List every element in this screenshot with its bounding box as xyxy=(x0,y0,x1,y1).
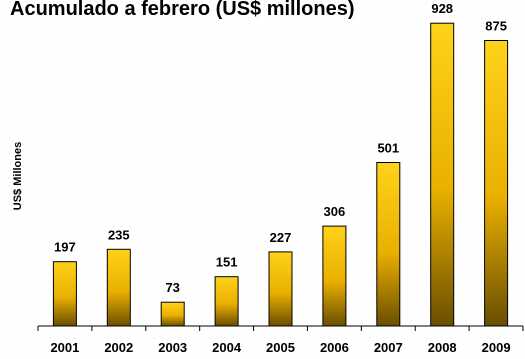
x-tick-label-2007: 2007 xyxy=(374,340,403,355)
bar-2001 xyxy=(52,261,77,327)
bar-2008 xyxy=(430,22,455,327)
x-tick-label-2001: 2001 xyxy=(50,340,79,355)
bar-2004 xyxy=(214,276,239,327)
value-label-2006: 306 xyxy=(324,204,346,219)
x-tick-label-2008: 2008 xyxy=(428,340,457,355)
value-labels-group: 197 235 73 151 227 306 501 928 875 xyxy=(54,1,507,295)
bar-2005 xyxy=(268,251,293,327)
bar-2009 xyxy=(484,40,509,327)
x-tick-label-2003: 2003 xyxy=(158,340,187,355)
x-tick-label-2005: 2005 xyxy=(266,340,295,355)
value-label-2003: 73 xyxy=(165,280,179,295)
x-tick-label-2006: 2006 xyxy=(320,340,349,355)
bar-2006 xyxy=(322,225,347,327)
value-label-2008: 928 xyxy=(431,1,453,16)
chart-title: Acumulado a febrero (US$ millones) xyxy=(10,0,355,20)
bar-2007 xyxy=(376,162,401,327)
y-axis-label: US$ Millones xyxy=(12,142,24,210)
value-label-2009: 875 xyxy=(485,19,507,34)
bar-2002 xyxy=(106,248,131,327)
value-label-2002: 235 xyxy=(108,227,130,242)
bars-group xyxy=(52,22,509,327)
x-tick-label-2004: 2004 xyxy=(212,340,242,355)
value-label-2005: 227 xyxy=(270,230,292,245)
x-axis: 2001 2002 2003 2004 2005 2006 2007 2008 2009 xyxy=(37,325,524,355)
value-label-2007: 501 xyxy=(377,141,399,156)
x-tick-label-2009: 2009 xyxy=(482,340,511,355)
value-label-2001: 197 xyxy=(54,240,76,255)
value-label-2004: 151 xyxy=(216,255,238,270)
x-tick-label-2002: 2002 xyxy=(104,340,133,355)
bar-2003 xyxy=(160,301,185,327)
